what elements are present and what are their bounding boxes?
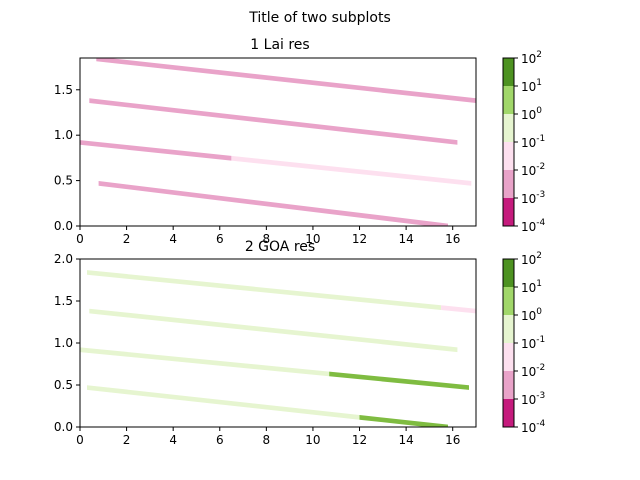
colorbar-tick-label: 10-1	[521, 134, 545, 150]
colorbar-tick-label: 100	[521, 307, 542, 323]
colorbar-tick-label: 10-3	[521, 190, 545, 206]
y-tick-label: 1.5	[54, 83, 73, 97]
x-tick-label: 6	[216, 232, 224, 246]
colorbar-tick-label: 10-2	[521, 162, 545, 178]
strip-1-segment-1	[231, 155, 472, 186]
colorbar-band	[503, 287, 514, 315]
subplot-1: 0 2 4 6 8 10 12 14 16 0.0 0.5 1.0 1.5 1 Lai res	[54, 37, 477, 246]
colorbar-band	[503, 86, 514, 114]
x-tick-label: 2	[123, 433, 131, 447]
y-tick-label: 0.0	[54, 420, 73, 434]
colorbar-tick-label: 10-4	[521, 419, 546, 435]
subplot-2-frame	[79, 258, 477, 428]
strip-0-segment-0	[87, 385, 360, 420]
strip-2-segment-0	[89, 308, 458, 353]
x-tick-label: 2	[123, 232, 131, 246]
strip-3-segment-0	[87, 270, 442, 310]
x-tick-label: 16	[445, 232, 460, 246]
colorbar-tick-label: 10-3	[521, 391, 545, 407]
subplot-1-strips	[80, 58, 476, 226]
colorbar-band	[503, 114, 514, 142]
y-tick-label: 1.0	[54, 128, 73, 142]
x-tick-label: 16	[445, 433, 460, 447]
strip-1-segment-0	[80, 140, 232, 161]
x-tick-label: 4	[169, 433, 177, 447]
x-tick-label: 10	[305, 433, 320, 447]
colorbar-tick-label: 10-2	[521, 363, 545, 379]
y-tick-label: 0.5	[54, 174, 73, 188]
colorbar-tick-label: 10-1	[521, 335, 545, 351]
y-tick-label: 2.0	[54, 252, 73, 266]
x-tick-label: 10	[305, 232, 320, 246]
x-tick-label: 14	[398, 232, 413, 246]
subplot-1-y-axis: 0.0 0.5 1.0 1.5	[54, 83, 80, 233]
x-tick-label: 0	[76, 232, 84, 246]
subplot-1-title: 1 Lai res	[250, 37, 309, 53]
colorbar-band	[503, 259, 514, 287]
y-tick-label: 1.5	[54, 294, 73, 308]
colorbar-band	[503, 170, 514, 198]
subplot-2: 0 2 4 6 8 10 12 14 16 0.0 0.5 1.0 1.5 2.0 2 GOA res	[54, 239, 477, 447]
colorbar-band	[503, 198, 514, 226]
x-tick-label: 6	[216, 433, 224, 447]
x-tick-label: 8	[263, 433, 271, 447]
colorbar-band	[503, 399, 514, 427]
colorbar-band	[503, 58, 514, 86]
y-tick-label: 1.0	[54, 336, 73, 350]
colorbar-2: 10-4 10-3 10-2 10-1 100 101 102	[502, 251, 546, 435]
subplot-2-x-axis: 0 2 4 6 8 10 12 14 16	[76, 427, 460, 447]
strip-0-segment-0	[98, 181, 448, 226]
x-tick-label: 12	[352, 433, 367, 447]
subplot-2-strips	[80, 270, 476, 427]
strip-0-segment-1	[359, 415, 448, 427]
strip-3-segment-0	[96, 58, 476, 103]
subplot-2-y-axis: 0.0 0.5 1.0 1.5 2.0	[54, 252, 80, 434]
subplot-1-x-axis: 0 2 4 6 8 10 12 14 16	[76, 226, 460, 246]
colorbar-tick-label: 102	[521, 50, 542, 66]
colorbar-band	[503, 343, 514, 371]
colorbar-tick-label: 102	[521, 251, 542, 267]
figure-title: Title of two subplots	[248, 10, 391, 26]
colorbar-1: 10-4 10-3 10-2 10-1 100 101 102	[502, 50, 546, 234]
colorbar-tick-label: 101	[521, 78, 542, 94]
x-tick-label: 8	[263, 232, 271, 246]
y-tick-label: 0.0	[54, 219, 73, 233]
strip-1-segment-1	[329, 371, 469, 390]
x-tick-label: 14	[398, 433, 413, 447]
colorbar-tick-label: 101	[521, 279, 542, 295]
x-tick-label: 12	[352, 232, 367, 246]
subplot-2-title: 2 GOA res	[245, 239, 315, 255]
x-tick-label: 0	[76, 433, 84, 447]
strip-3-segment-1	[441, 305, 476, 314]
colorbar-band	[503, 371, 514, 399]
colorbar-band	[503, 315, 514, 343]
colorbar-band	[503, 142, 514, 170]
strip-2-segment-0	[89, 98, 458, 145]
subplot-1-frame	[79, 57, 477, 227]
x-tick-label: 4	[169, 232, 177, 246]
strip-1-segment-0	[80, 347, 330, 377]
y-tick-label: 0.5	[54, 378, 73, 392]
colorbar-tick-label: 10-4	[521, 218, 546, 234]
colorbar-tick-label: 100	[521, 106, 542, 122]
